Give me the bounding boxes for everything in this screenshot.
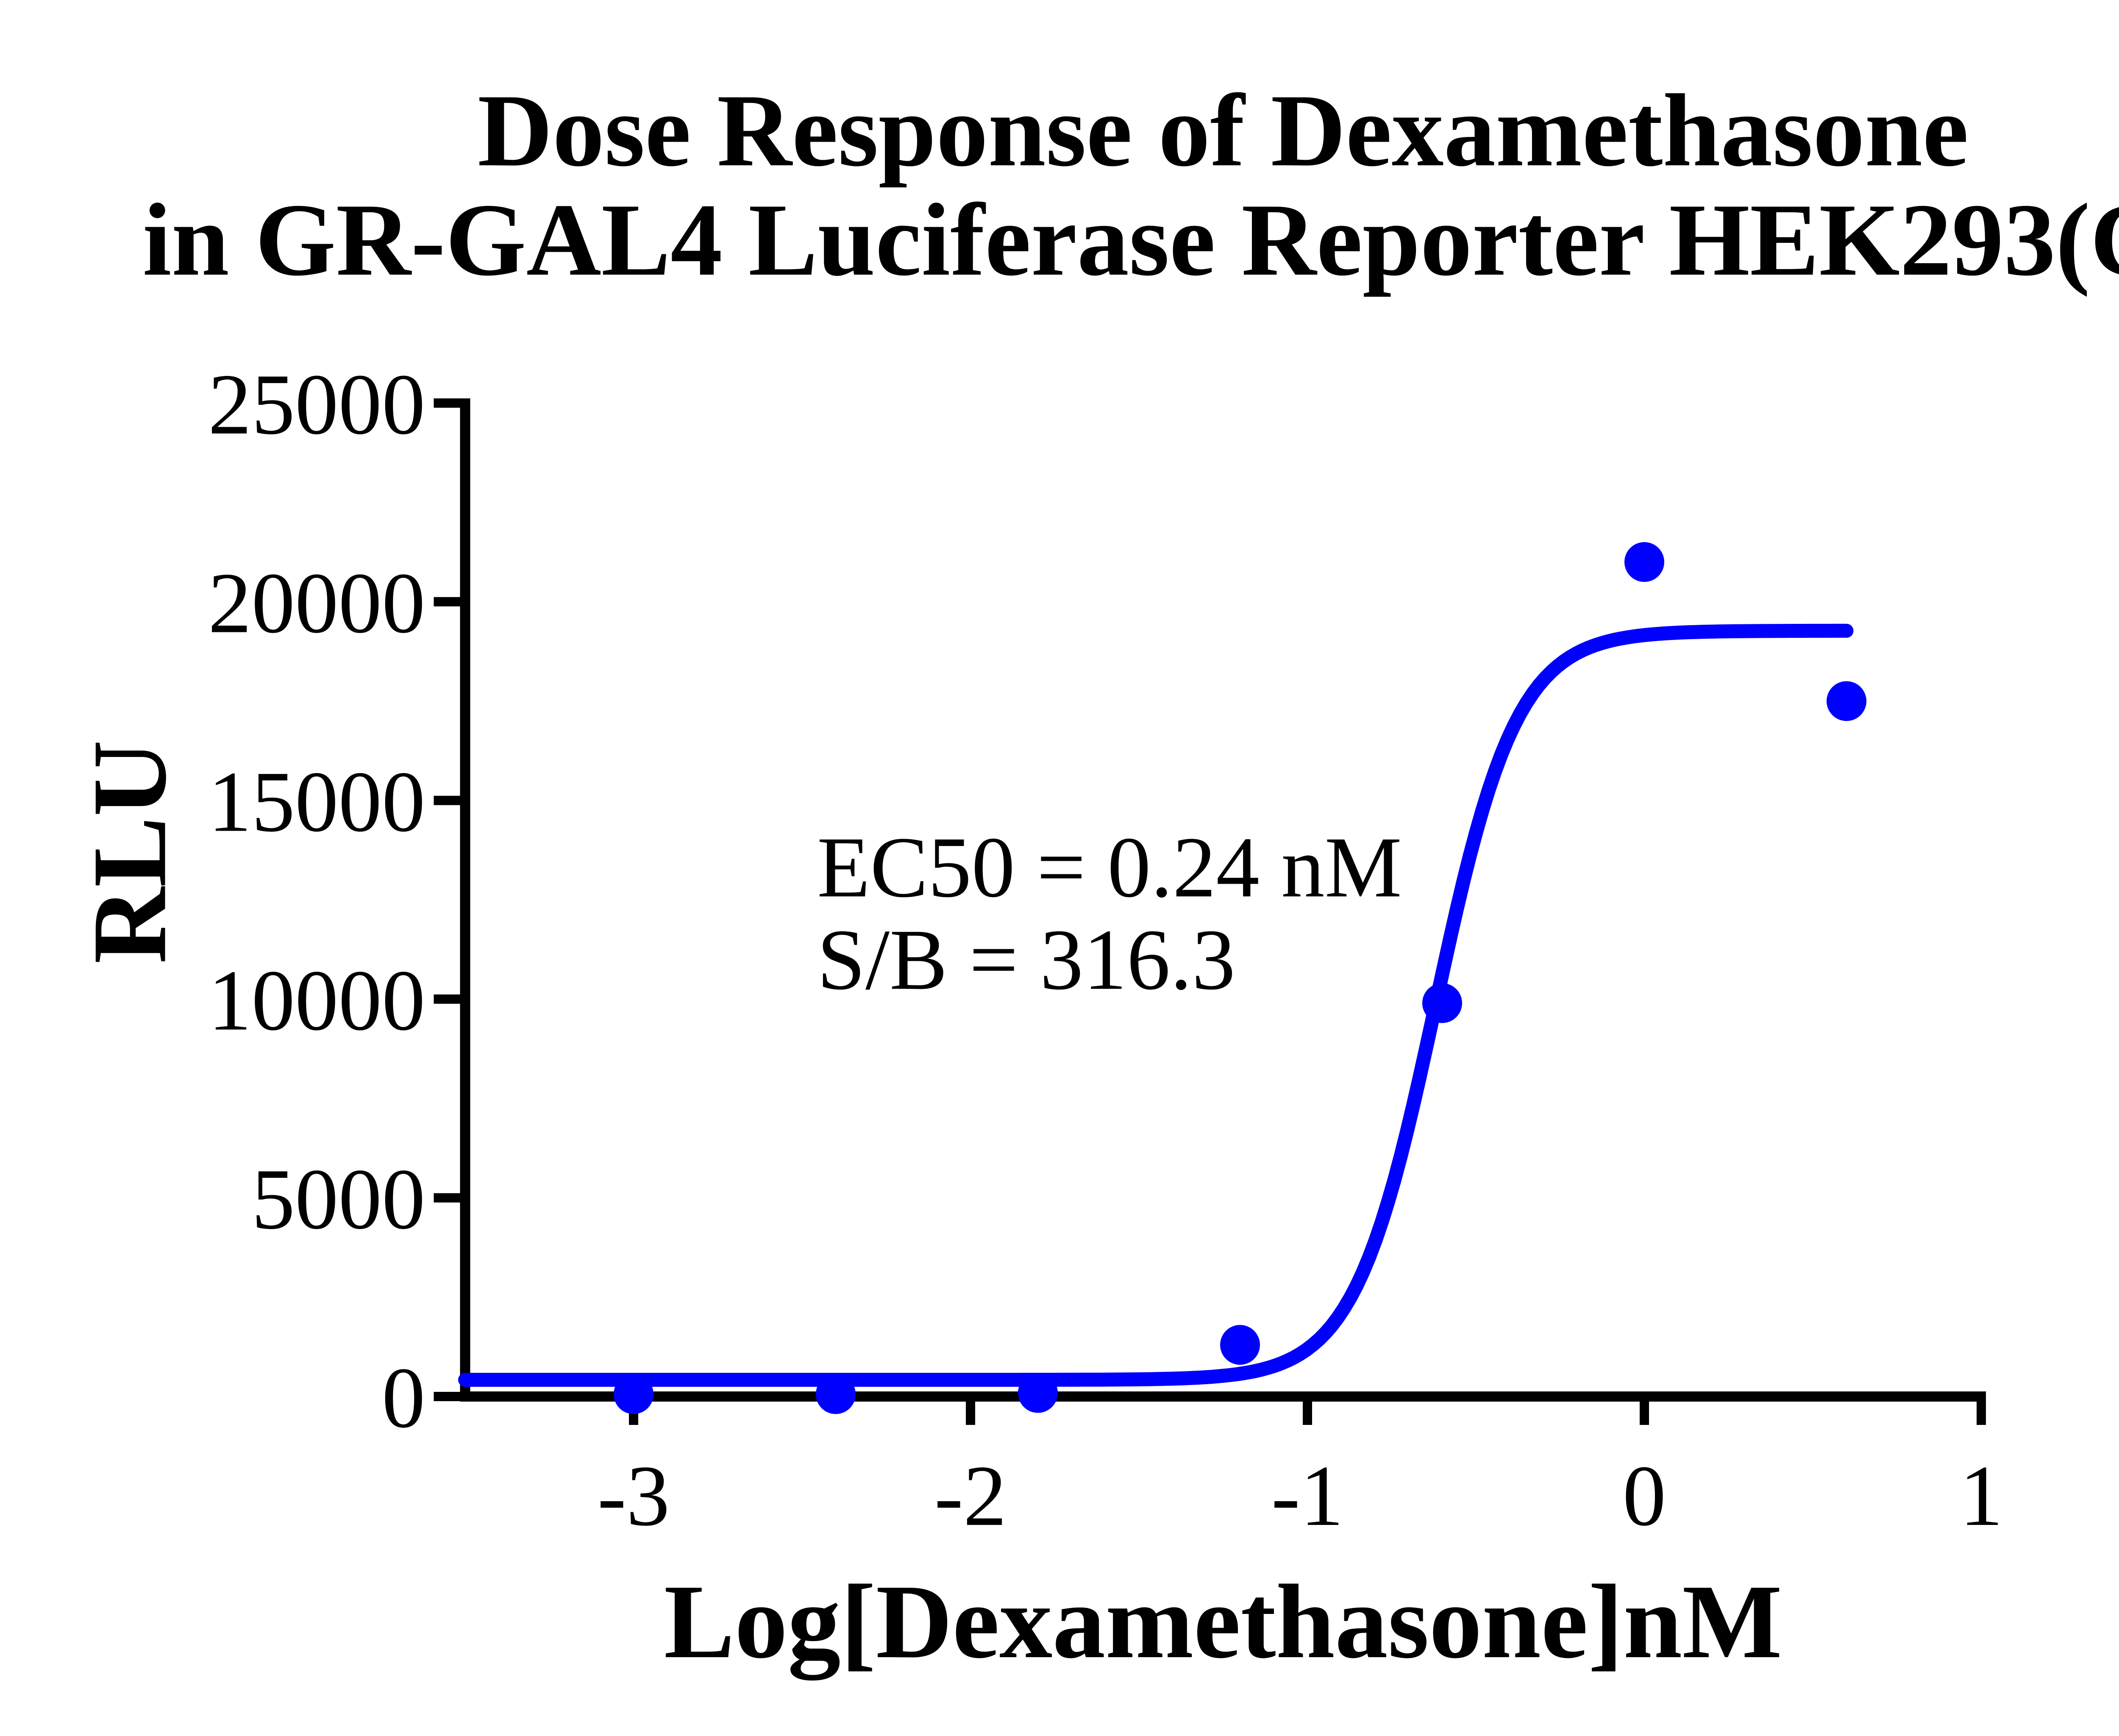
data-point <box>816 1374 856 1414</box>
x-axis-title: Log[Dexamethasone]nM <box>664 1563 1783 1680</box>
data-point <box>614 1374 653 1414</box>
x-tick-label: 1 <box>1960 1448 2003 1544</box>
chart-title-line2: in GR-GAL4 Luciferase Reporter HEK293(C1… <box>143 182 2119 297</box>
x-tick-label: 0 <box>1623 1448 1666 1544</box>
fit-curve-group <box>458 623 1854 1387</box>
y-tick-label: 25000 <box>208 356 425 453</box>
y-axis-title: RLU <box>71 740 189 964</box>
fit-curve <box>458 623 1854 1387</box>
data-points <box>614 542 1866 1414</box>
y-axis-ticks <box>434 398 460 1401</box>
y-tick-label: 15000 <box>208 754 425 850</box>
y-axis <box>434 398 470 1402</box>
data-point <box>1827 681 1866 721</box>
data-point <box>1422 983 1462 1023</box>
x-tick-label: -3 <box>598 1448 670 1544</box>
x-tick-label: -2 <box>934 1448 1007 1544</box>
data-point <box>1220 1325 1260 1365</box>
y-tick-label: 5000 <box>252 1151 425 1247</box>
data-point <box>1018 1373 1058 1413</box>
chart-title-line1: Dose Response of Dexamethasone <box>478 73 1969 188</box>
x-tick-label: -1 <box>1271 1448 1344 1544</box>
y-axis-tick-labels: 0 5000 10000 15000 20000 25000 <box>208 356 425 1446</box>
annotation-ec50: EC50 = 0.24 nM <box>817 819 1402 915</box>
y-tick-label: 20000 <box>208 555 425 651</box>
y-tick-label: 0 <box>382 1350 425 1446</box>
y-tick-label: 10000 <box>208 952 425 1049</box>
annotation-signal-to-background: S/B = 316.3 <box>817 912 1235 1008</box>
x-axis-tick-labels: -3 -2 -1 0 1 <box>598 1448 2003 1544</box>
data-point <box>1624 542 1664 582</box>
